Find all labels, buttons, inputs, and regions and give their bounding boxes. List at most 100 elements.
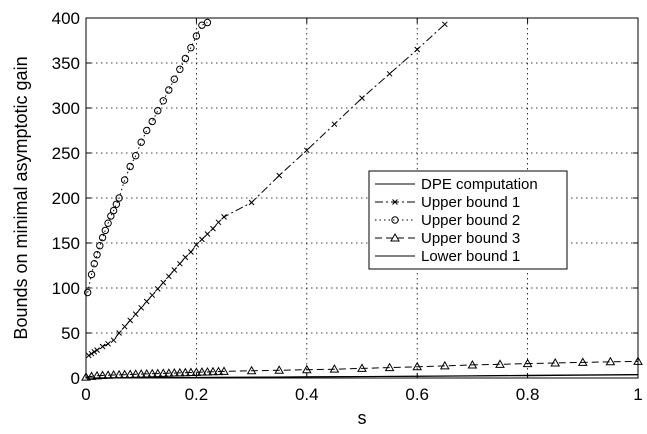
data-point-triangle-marker: [439, 360, 450, 370]
data-point-x-marker: [160, 279, 167, 286]
data-point-x-marker: [176, 260, 183, 267]
y-tick-label: 350: [52, 54, 80, 73]
legend-item: Upper bound 2: [375, 212, 520, 229]
data-point-circle-marker: [203, 18, 212, 27]
data-point-triangle-marker: [86, 371, 97, 380]
series-line: [88, 23, 446, 356]
data-point-x-marker: [105, 340, 111, 347]
data-point-circle-marker: [93, 251, 101, 259]
data-point-x-marker: [276, 172, 283, 179]
data-point-x-marker: [94, 347, 100, 353]
x-tick-label: 0.8: [516, 385, 540, 404]
data-point-circle-marker: [148, 117, 156, 126]
y-tick-label: 100: [52, 279, 80, 298]
data-point-triangle-marker: [147, 368, 158, 378]
data-point-triangle-marker: [163, 368, 174, 377]
data-point-circle-marker: [96, 242, 104, 250]
data-point-circle-marker: [101, 226, 110, 235]
legend-label: Upper bound 1: [421, 194, 520, 211]
x-tick-label: 1: [633, 385, 642, 404]
data-point-triangle-marker: [577, 357, 588, 366]
data-point-triangle-marker: [152, 368, 163, 378]
data-point-triangle-marker: [141, 368, 152, 378]
data-point-circle-marker: [154, 107, 162, 115]
data-point-circle-marker: [176, 65, 184, 74]
x-axis-label: s: [358, 408, 367, 428]
data-point-x-marker: [441, 21, 448, 28]
data-point-triangle-marker: [246, 365, 257, 375]
data-point-triangle-marker: [92, 370, 102, 380]
data-point-circle-marker: [170, 75, 179, 83]
data-point-x-marker: [193, 241, 200, 248]
y-tick-label: 150: [52, 234, 80, 253]
legend-label: Upper bound 2: [421, 212, 520, 229]
data-point-triangle-marker: [158, 368, 169, 377]
data-point-triangle-marker: [219, 366, 229, 375]
data-point-x-marker: [204, 231, 211, 237]
data-point-triangle-marker: [213, 366, 224, 376]
legend-label: Upper bound 3: [421, 230, 520, 247]
data-point-triangle-marker: [169, 368, 180, 377]
data-point-triangle-marker: [329, 364, 340, 373]
y-tick-label: 200: [52, 189, 80, 208]
data-point-triangle-marker: [412, 361, 423, 371]
data-point-x-marker: [414, 46, 421, 53]
data-point-triangle-marker: [81, 372, 91, 381]
data-point-triangle-marker: [605, 356, 616, 366]
data-point-circle-marker: [159, 97, 167, 105]
data-point-x-marker: [359, 95, 365, 101]
data-point-circle-marker: [98, 233, 107, 242]
data-point-circle-marker: [112, 200, 121, 209]
legend-label: Lower bound 1: [421, 248, 520, 265]
data-point-circle-marker: [137, 138, 145, 146]
data-point-circle-marker: [120, 176, 129, 184]
data-point-x-marker: [248, 199, 255, 206]
data-point-triangle-marker: [550, 357, 561, 367]
data-point-x-marker: [171, 267, 178, 273]
data-point-circle-marker: [143, 126, 151, 135]
data-point-x-marker: [165, 273, 172, 280]
y-tick-label: 0: [71, 369, 80, 388]
x-tick-label: 0.6: [405, 385, 429, 404]
data-point-x-marker: [88, 350, 95, 357]
series-upper-bound-2: [83, 18, 212, 297]
data-point-x-marker: [149, 292, 156, 299]
legend-item: Upper bound 3: [375, 230, 520, 247]
data-point-x-marker: [210, 225, 216, 232]
legend-item: DPE computation: [375, 176, 538, 193]
data-point-x-marker: [143, 298, 150, 305]
legend-item: Lower bound 1: [375, 248, 520, 265]
data-point-x-marker: [182, 254, 189, 261]
x-tick-label: 0.2: [185, 385, 209, 404]
data-point-triangle-marker: [384, 362, 395, 372]
data-point-x-marker: [138, 304, 145, 311]
data-point-circle-marker: [109, 206, 118, 215]
y-tick-label: 50: [61, 324, 80, 343]
data-point-x-marker: [121, 323, 128, 330]
data-point-x-marker: [221, 214, 227, 220]
data-point-circle-marker: [115, 194, 123, 202]
legend-item: Upper bound 1: [375, 194, 520, 211]
y-tick-label: 400: [52, 9, 80, 28]
data-point-x-marker: [215, 219, 222, 226]
data-point-x-marker: [85, 352, 92, 359]
y-tick-label: 300: [52, 99, 80, 118]
data-point-x-marker: [99, 343, 106, 350]
x-tick-label: 0.4: [295, 385, 319, 404]
data-point-triangle-marker: [522, 358, 533, 368]
data-point-triangle-marker: [202, 366, 213, 376]
data-point-circle-marker: [90, 260, 98, 268]
data-point-circle-marker: [126, 162, 134, 171]
y-tick-label: 250: [52, 144, 80, 163]
legend-label: DPE computation: [421, 176, 538, 193]
data-point-triangle-marker: [186, 367, 196, 377]
data-point-x-marker: [132, 311, 139, 317]
data-point-triangle-marker: [274, 365, 285, 374]
data-point-triangle-marker: [174, 367, 185, 377]
data-point-triangle-marker: [390, 232, 400, 242]
data-point-triangle-marker: [495, 359, 505, 368]
data-point-triangle-marker: [136, 369, 147, 378]
series-layer: [81, 18, 643, 381]
